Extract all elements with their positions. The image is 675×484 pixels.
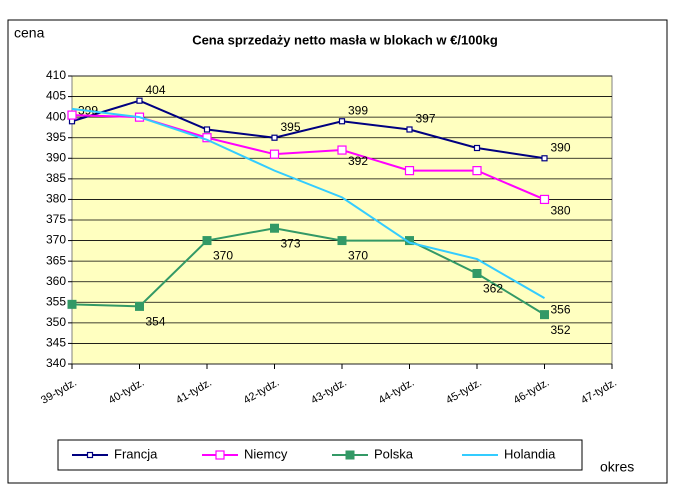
point — [472, 268, 482, 278]
point — [540, 310, 549, 320]
data-label: 399 — [348, 103, 368, 117]
point — [539, 194, 550, 205]
point — [269, 149, 280, 159]
legend-label: Francja — [114, 446, 158, 461]
y-tick-label: 410 — [46, 68, 66, 82]
y-tick-label: 355 — [46, 294, 66, 308]
point — [271, 134, 278, 141]
point — [67, 110, 77, 120]
y-tick-label: 340 — [46, 356, 66, 370]
y-tick-label: 375 — [46, 212, 66, 226]
point — [202, 236, 212, 246]
y-tick-label: 345 — [46, 336, 66, 350]
data-label: 354 — [146, 315, 166, 329]
y-tick-label: 380 — [46, 192, 66, 206]
legend-label: Niemcy — [244, 446, 288, 461]
y-axis-label: cena — [14, 25, 45, 41]
y-tick-label: 405 — [46, 89, 66, 103]
data-label: 397 — [416, 112, 436, 126]
y-tick-label: 370 — [46, 233, 66, 247]
series-line — [71, 99, 545, 160]
y-tick-label: 400 — [46, 109, 66, 123]
point — [270, 223, 279, 233]
point — [337, 145, 347, 155]
data-label: 362 — [483, 282, 503, 296]
point — [135, 301, 144, 311]
data-label: 356 — [551, 302, 571, 316]
data-label: 404 — [146, 83, 166, 97]
y-tick-label: 360 — [46, 274, 66, 288]
y-tick-label: 350 — [46, 315, 66, 329]
point — [404, 166, 415, 176]
series-line — [71, 227, 546, 316]
legend-label: Holandia — [504, 446, 556, 461]
series-line — [71, 107, 546, 300]
legend-marker — [215, 450, 225, 460]
data-label: 392 — [348, 154, 368, 168]
chart-title: Cena sprzedaży netto masła w blokach w €… — [192, 32, 498, 47]
y-tick-label: 395 — [46, 130, 66, 144]
y-tick-label: 390 — [46, 150, 66, 164]
y-tick-label: 385 — [46, 171, 66, 185]
data-label: 380 — [551, 204, 571, 218]
point — [338, 118, 346, 125]
data-label: 352 — [551, 323, 571, 337]
point — [136, 97, 143, 104]
data-label: 390 — [551, 140, 571, 154]
legend-marker — [86, 451, 94, 459]
data-label: 370 — [213, 249, 233, 263]
point — [67, 299, 77, 309]
legend-marker — [345, 450, 355, 460]
point — [472, 166, 482, 176]
point — [541, 155, 548, 162]
data-label: 370 — [348, 249, 368, 263]
data-label: 373 — [281, 236, 301, 250]
point — [203, 126, 211, 133]
y-tick-label: 365 — [46, 253, 66, 267]
point — [337, 236, 347, 246]
legend-label: Polska — [374, 446, 414, 461]
point — [406, 126, 413, 133]
x-axis-label: okres — [600, 459, 634, 475]
point — [473, 144, 481, 152]
data-label: 395 — [281, 120, 301, 134]
